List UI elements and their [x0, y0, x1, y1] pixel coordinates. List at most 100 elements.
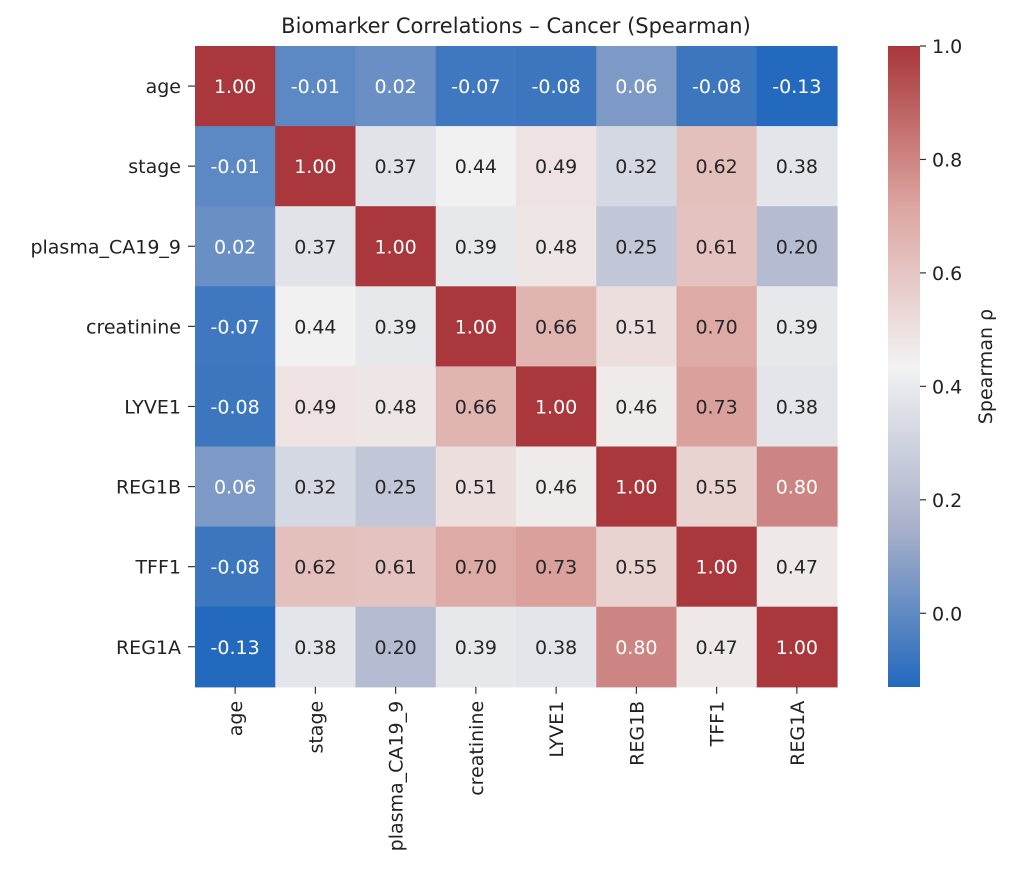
y-tick-labels: age stage plasma_CA19_9 creatinine LYVE1 REG1…	[30, 76, 195, 659]
heatmap-cell	[355, 126, 437, 207]
heatmap-cell	[516, 606, 597, 688]
heatmap-cell	[596, 46, 678, 127]
heatmap-cell	[435, 366, 517, 448]
cell-value-label: 0.48	[374, 396, 416, 418]
heatmap-cell	[676, 206, 758, 287]
heatmap-cell	[435, 526, 517, 608]
cell-value-label: 0.73	[695, 396, 737, 418]
heatmap-cell	[676, 606, 758, 688]
colorbar: 0.0 0.2 0.4 0.6 0.8 1.0 Spearman ρ	[888, 36, 997, 687]
heatmap-cell	[596, 606, 678, 688]
heatmap-cell	[435, 606, 517, 688]
cell-value-label: 0.20	[374, 637, 416, 659]
cell-value-label: 1.00	[294, 156, 336, 178]
heatmap-cell	[355, 46, 437, 127]
heatmap-cell	[195, 446, 276, 528]
cell-value-label: 0.46	[615, 396, 657, 418]
cell-value-label: 1.00	[695, 557, 737, 579]
heatmap-cell	[516, 366, 597, 448]
heatmap-cell	[596, 366, 678, 448]
cell-value-label: 0.49	[535, 156, 577, 178]
colorbar-tick-label: 0.4	[932, 376, 962, 398]
y-tick-label: stage	[128, 156, 181, 178]
heatmap-cell	[195, 206, 276, 287]
cell-value-label: -0.13	[772, 76, 821, 98]
heatmap-cell	[676, 46, 758, 127]
cell-value-label: 0.32	[615, 156, 657, 178]
heatmap-cell	[275, 446, 357, 528]
cell-value-label: -0.08	[692, 76, 741, 98]
heatmap-cell	[756, 606, 838, 688]
heatmap-cell	[355, 526, 437, 608]
x-tick-label: age	[225, 701, 247, 736]
x-tick-label: LYVE1	[546, 701, 568, 758]
y-tick-label: REG1A	[116, 637, 181, 659]
heatmap-cell	[275, 606, 357, 688]
cell-value-label: 1.00	[776, 637, 818, 659]
heatmap-grid: 1.00 -0.01 0.02 -0.07 -0.08 0.06 -0.08 -0.13 -0.…	[195, 46, 838, 688]
y-tick-label: plasma_CA19_9	[30, 236, 181, 258]
cell-value-label: 1.00	[214, 76, 256, 98]
cell-value-label: -0.01	[211, 156, 260, 178]
cell-value-label: -0.13	[211, 637, 260, 659]
cell-value-label: 0.66	[535, 316, 577, 338]
cell-value-label: 0.51	[455, 477, 497, 499]
colorbar-tick-label: 0.6	[932, 263, 962, 285]
cell-value-label: 0.70	[455, 557, 497, 579]
heatmap-cell	[195, 526, 276, 608]
cell-value-label: 0.55	[615, 557, 657, 579]
cell-value-label: 0.46	[535, 477, 577, 499]
cell-value-label: 0.06	[615, 76, 657, 98]
heatmap-cell	[275, 526, 357, 608]
heatmap-cell	[756, 206, 838, 287]
heatmap-cell	[516, 46, 597, 127]
cell-value-label: 0.51	[615, 316, 657, 338]
cell-value-label: 0.25	[615, 236, 657, 258]
heatmap-cell	[596, 126, 678, 207]
x-tick-labels: age stage plasma_CA19_9 creatinine LYVE1 REG1…	[225, 686, 809, 852]
cell-value-label: 0.61	[695, 236, 737, 258]
x-tick-label: stage	[305, 701, 327, 754]
colorbar-tick-label: 0.8	[932, 149, 962, 171]
cell-value-label: -0.08	[211, 396, 260, 418]
cell-value-label: 0.39	[776, 316, 818, 338]
cell-value-label: 0.25	[374, 477, 416, 499]
x-tick-label: plasma_CA19_9	[386, 701, 408, 852]
cell-value-label: 0.70	[695, 316, 737, 338]
cell-value-label: 0.32	[294, 477, 336, 499]
heatmap-cell	[355, 366, 437, 448]
cell-value-label: 0.38	[776, 156, 818, 178]
heatmap-cell	[355, 286, 437, 367]
x-tick-label: REG1B	[626, 701, 648, 766]
heatmap-cell	[275, 366, 357, 448]
heatmap-cell	[756, 46, 838, 127]
y-tick-label: age	[146, 76, 181, 98]
colorbar-tick-label: 0.0	[932, 603, 962, 625]
heatmap-cell	[676, 366, 758, 448]
heatmap-cell	[516, 446, 597, 528]
chart-title: Biomarker Correlations – Cancer (Spearma…	[281, 14, 751, 38]
cell-value-label: 0.47	[695, 637, 737, 659]
cell-value-label: 0.02	[374, 76, 416, 98]
heatmap-cell	[275, 206, 357, 287]
heatmap-cell	[516, 126, 597, 207]
cell-value-label: -0.08	[211, 557, 260, 579]
heatmap-cell	[756, 126, 838, 207]
heatmap-cell	[195, 46, 276, 127]
cell-value-label: 0.39	[455, 236, 497, 258]
heatmap-cell	[596, 526, 678, 608]
cell-value-label: 0.80	[776, 477, 818, 499]
cell-value-label: 1.00	[615, 477, 657, 499]
cell-value-label: 0.06	[214, 477, 256, 499]
cell-value-label: 0.49	[294, 396, 336, 418]
cell-value-label: 0.61	[374, 557, 416, 579]
heatmap-cell	[756, 446, 838, 528]
cell-value-label: 0.55	[695, 477, 737, 499]
heatmap-cell	[355, 446, 437, 528]
heatmap-cell	[355, 606, 437, 688]
cell-value-label: 1.00	[374, 236, 416, 258]
heatmap-cell	[275, 286, 357, 367]
cell-value-label: 0.66	[455, 396, 497, 418]
cell-value-label: 0.44	[294, 316, 336, 338]
colorbar-tick-label: 0.2	[932, 490, 962, 512]
